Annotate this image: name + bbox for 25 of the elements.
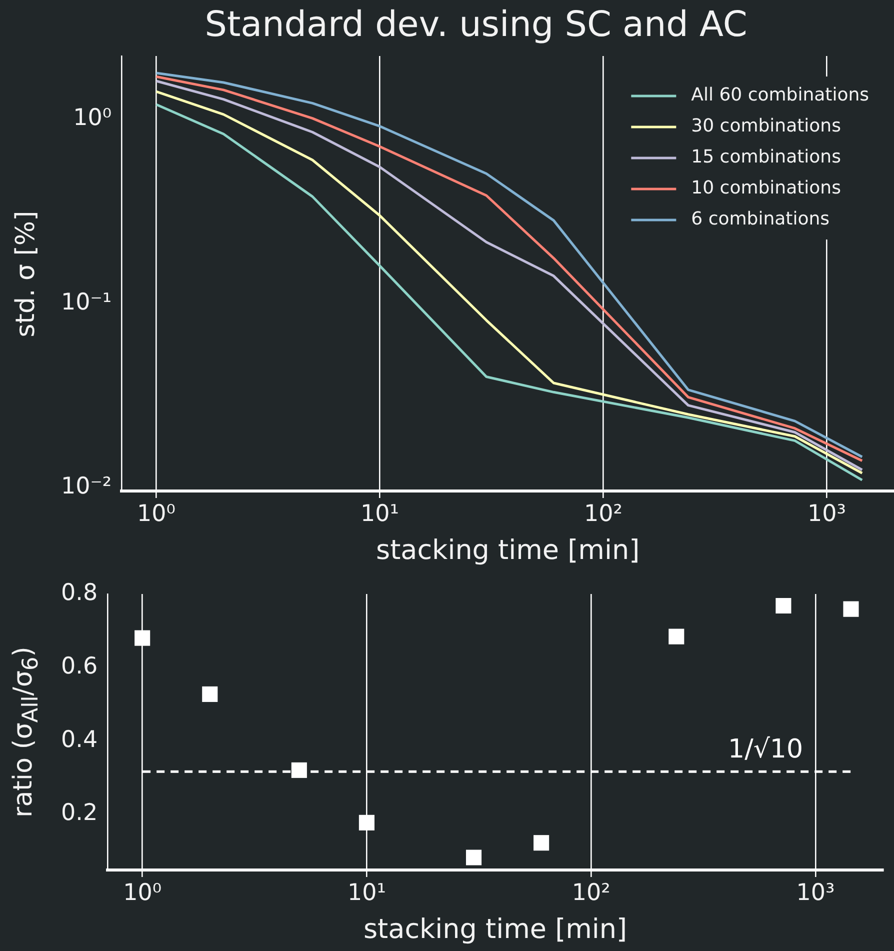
y-tick-label: 0.2: [61, 800, 98, 826]
y-tick-label: 0.8: [61, 580, 98, 606]
legend-label: 15 combinations: [691, 146, 841, 168]
y-tick-label: 10⁻²: [60, 474, 112, 500]
x-tick-label: 10¹: [347, 880, 386, 906]
y-axis-title: std. σ [%]: [11, 210, 41, 337]
x-axis-title: stacking time [min]: [376, 534, 640, 566]
x-tick-label: 10⁰: [123, 880, 162, 906]
x-tick-label: 10¹: [360, 500, 399, 527]
x-tick-label: 10³: [807, 500, 846, 527]
x-axis-title: stacking time [min]: [363, 914, 628, 945]
x-tick-label: 10³: [796, 880, 835, 906]
y-tick-label: 0.6: [61, 653, 98, 680]
legend-label: 30 combinations: [691, 116, 841, 137]
chart-title: Standard dev. using SC and AC: [204, 5, 748, 46]
x-tick-label: 10²: [584, 500, 622, 527]
legend-label: All 60 combinations: [691, 84, 870, 106]
ref-line-label: 1/√10: [728, 734, 803, 764]
legend-label: 10 combinations: [691, 178, 841, 199]
x-tick-label: 10⁰: [136, 500, 176, 527]
y-tick-label: 10⁻¹: [60, 289, 112, 316]
y-tick-label: 10⁰: [73, 105, 112, 132]
x-tick-label: 10²: [572, 880, 610, 906]
legend-label: 6 combinations: [691, 208, 830, 230]
y-tick-label: 0.4: [61, 726, 98, 753]
